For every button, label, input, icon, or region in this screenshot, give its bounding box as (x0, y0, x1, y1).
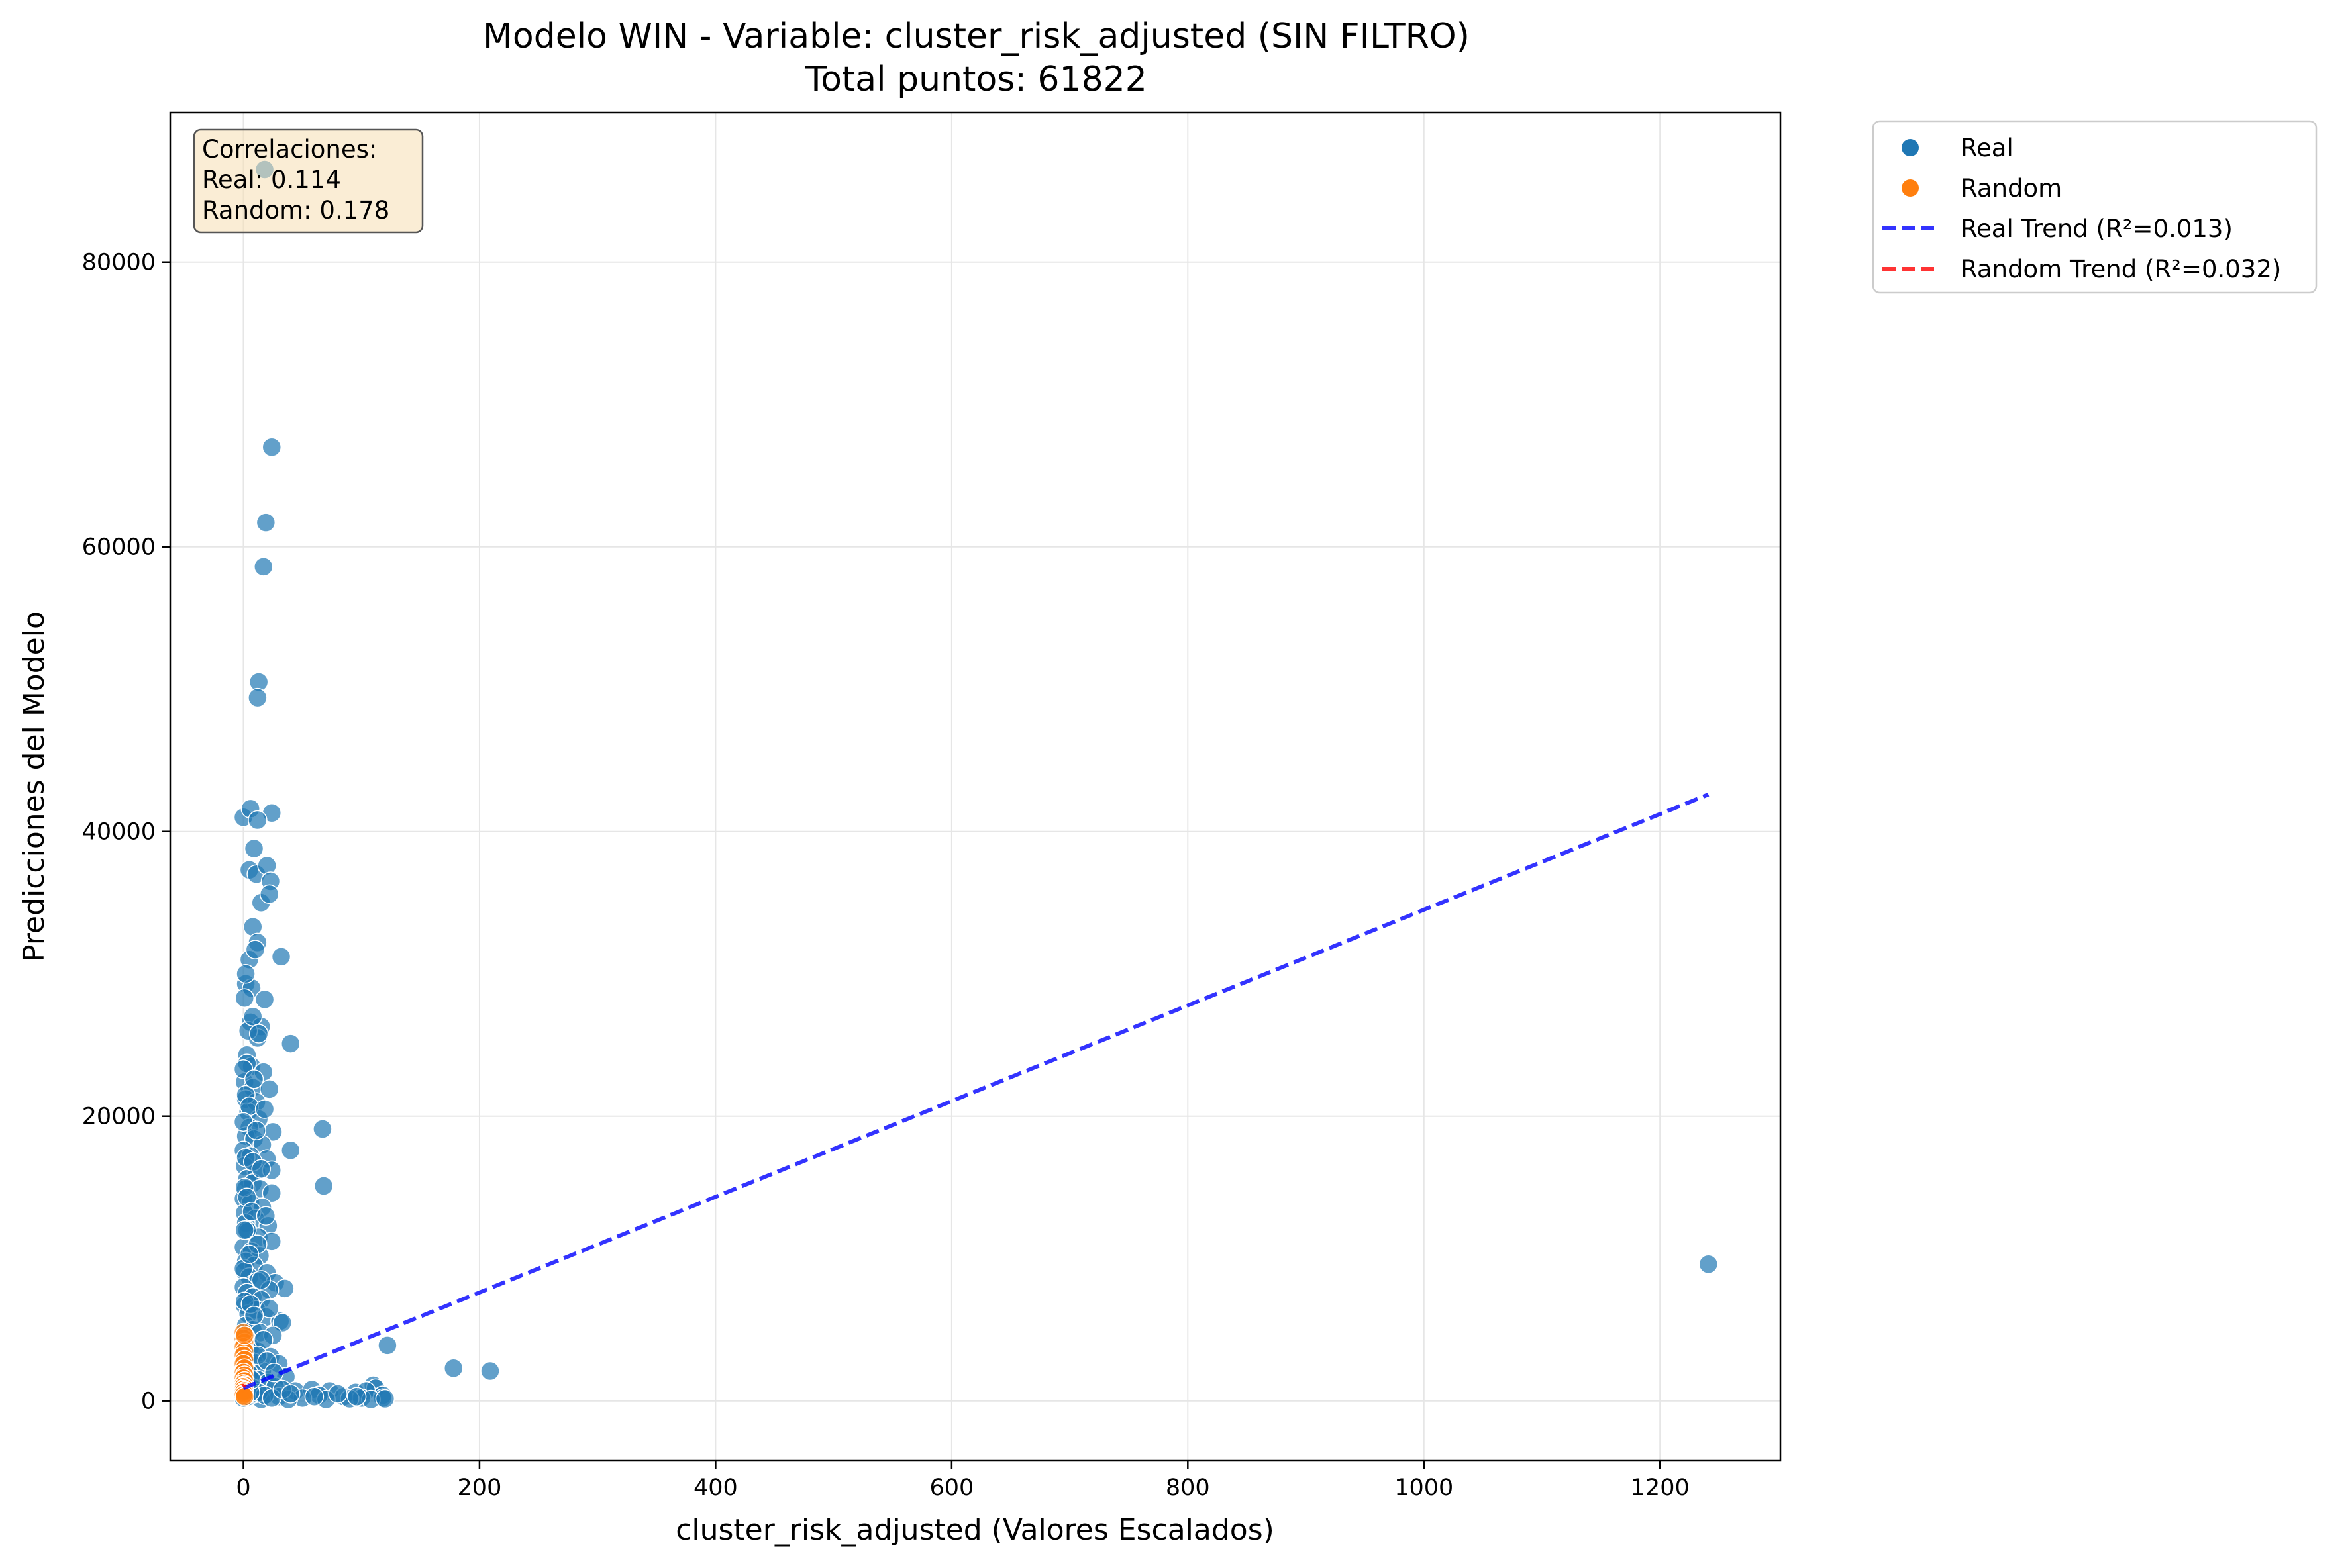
y-tick-label: 0 (141, 1389, 156, 1415)
chart-title: Modelo WIN - Variable: cluster_risk_adju… (483, 17, 1470, 56)
data-points (233, 160, 1719, 1410)
plot-background (170, 113, 1780, 1461)
x-tick-label: 0 (236, 1475, 250, 1501)
legend-real-label: Real (1961, 134, 2014, 162)
real-point (281, 1140, 301, 1161)
legend-real-trend-label: Real Trend (R²=0.013) (1961, 215, 2233, 243)
annotation-box (193, 128, 424, 234)
random-trend-line (241, 1383, 246, 1388)
real-point (262, 1183, 282, 1203)
legend-random-trend-label: Random Trend (R²=0.032) (1961, 255, 2281, 283)
legend-random-marker (1902, 179, 1919, 197)
real-point (375, 1389, 395, 1409)
real-point (248, 1024, 269, 1044)
x-tick-label: 600 (929, 1475, 974, 1501)
x-tick-label: 1200 (1631, 1475, 1690, 1501)
y-tick-label: 60000 (82, 534, 156, 561)
real-point (239, 1244, 260, 1265)
x-tick-label: 200 (458, 1475, 502, 1501)
trend-lines (241, 793, 1710, 1391)
real-point (251, 1270, 271, 1290)
random-point (234, 1387, 255, 1407)
y-tick-label: 20000 (82, 1104, 156, 1130)
real-point (254, 557, 274, 577)
y-axis-ticks: 0 20000 40000 60000 80000 (82, 250, 170, 1415)
chart-subtitle: Total puntos: 61822 (805, 60, 1147, 99)
real-point (248, 687, 268, 708)
real-point (378, 1336, 397, 1355)
x-tick-label: 1000 (1394, 1475, 1453, 1501)
real-point (328, 1384, 348, 1404)
real-point (246, 1120, 266, 1140)
real-point (248, 810, 268, 830)
real-point (313, 1119, 332, 1139)
real-point (236, 963, 256, 984)
real-point (262, 437, 282, 457)
real-point (271, 947, 291, 967)
real-point (443, 1358, 464, 1379)
grid-lines (170, 113, 1780, 1461)
y-tick-label: 40000 (82, 819, 156, 846)
real-point (234, 988, 255, 1008)
annotation-line-1: Correlaciones: (202, 135, 377, 164)
real-point (254, 989, 275, 1010)
real-point (259, 1079, 280, 1099)
real-point (281, 1034, 301, 1054)
legend-real-marker (1902, 139, 1919, 156)
real-point (244, 1305, 264, 1326)
real-point (304, 1387, 325, 1407)
real-point (259, 884, 280, 905)
real-point (251, 1159, 271, 1179)
annotation-line-2: Real: 0.114 (202, 166, 341, 194)
real-point (256, 1206, 276, 1226)
annotation-line-3: Random: 0.178 (202, 196, 389, 224)
real-point (245, 940, 266, 959)
legend-random-label: Random (1961, 174, 2062, 203)
x-tick-label: 800 (1166, 1475, 1210, 1501)
x-tick-label: 400 (693, 1475, 738, 1501)
real-point (254, 1099, 275, 1119)
x-axis-ticks: 0 200 400 600 800 1000 1200 (236, 1461, 1690, 1501)
real-point (244, 838, 264, 859)
real-point (243, 1006, 263, 1026)
legend-box (1872, 120, 2318, 294)
real-point (480, 1361, 500, 1381)
real-trend-line (242, 793, 1710, 1391)
y-axis-label: Predicciones del Modelo (17, 611, 51, 962)
x-axis-label: cluster_risk_adjusted (Valores Escalados… (676, 1513, 1274, 1547)
real-point (244, 1069, 264, 1089)
plot-area (169, 111, 1782, 1462)
real-point (1698, 1254, 1719, 1275)
real-point (234, 1220, 255, 1240)
y-tick-label: 80000 (82, 250, 156, 276)
real-point (313, 1176, 334, 1196)
real-point (281, 1384, 301, 1404)
real-point (346, 1387, 367, 1407)
random-point (234, 1326, 255, 1346)
real-point (256, 513, 276, 532)
correlation-annotation: Correlaciones: Real: 0.114 Random: 0.178 (193, 128, 424, 234)
plot-frame (169, 111, 1782, 1462)
legend: Real Random Real Trend (R²=0.013) Random… (1872, 120, 2318, 294)
